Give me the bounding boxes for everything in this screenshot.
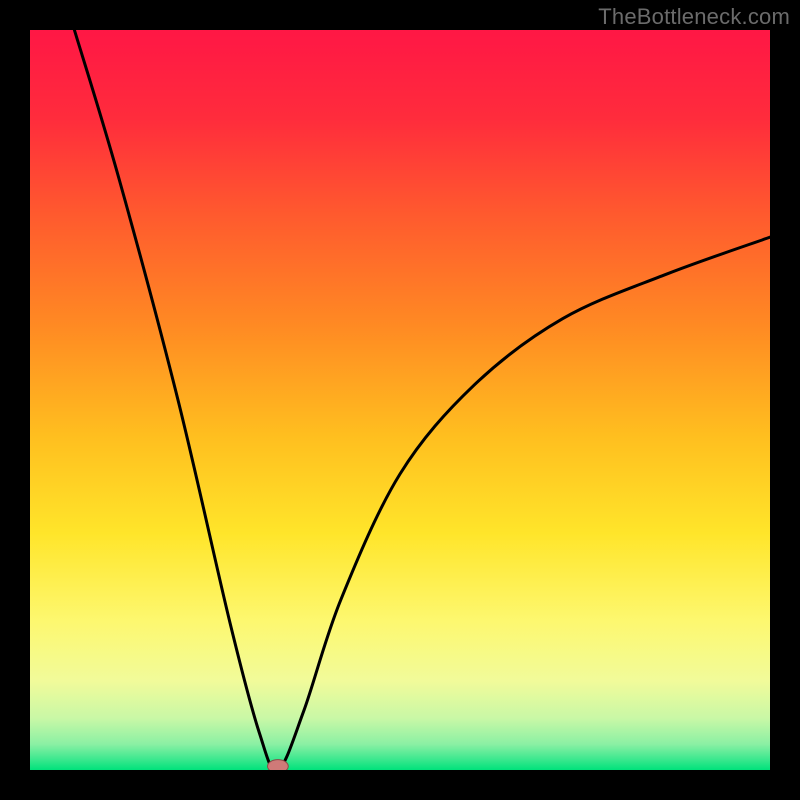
gradient-background (30, 30, 770, 770)
chart-frame: TheBottleneck.com (0, 0, 800, 800)
plot-area (30, 30, 770, 770)
plot-svg (30, 30, 770, 770)
minimum-point-marker (268, 760, 289, 770)
watermark-label: TheBottleneck.com (598, 4, 790, 30)
